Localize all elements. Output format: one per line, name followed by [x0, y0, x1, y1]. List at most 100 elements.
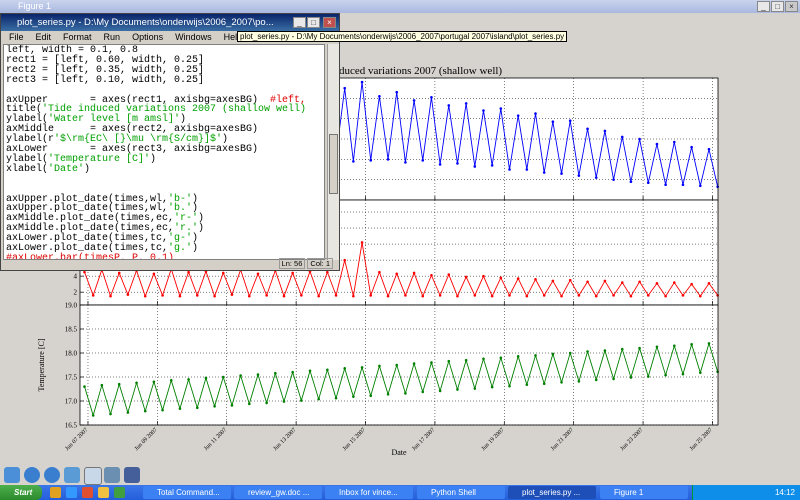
data-point: [629, 294, 633, 298]
data-point: [334, 294, 338, 297]
data-point: [221, 375, 225, 379]
data-point: [542, 171, 546, 174]
data-point: [464, 102, 468, 105]
taskbar-button[interactable]: review_gw.doc ...: [234, 486, 322, 499]
start-button[interactable]: Start: [0, 485, 42, 500]
menu-item[interactable]: Help: [223, 32, 243, 42]
data-point: [447, 359, 451, 363]
code-token: ): [222, 134, 229, 146]
data-point: [430, 361, 433, 364]
close-button[interactable]: ×: [785, 1, 798, 12]
save-button[interactable]: [124, 467, 140, 483]
code-token: 'b-': [168, 193, 193, 205]
quick-launch-icon[interactable]: [114, 487, 125, 498]
maximize-button[interactable]: □: [771, 1, 784, 12]
menu-item[interactable]: Options: [132, 32, 164, 42]
code-line: axUpper.plot_date(times,wl,'b.'): [6, 204, 324, 214]
close-button[interactable]: ×: [323, 17, 336, 28]
back-button[interactable]: [24, 467, 40, 483]
minimize-button[interactable]: _: [757, 1, 770, 12]
data-point: [117, 271, 121, 275]
data-point: [577, 174, 581, 177]
scroll-thumb[interactable]: [329, 134, 338, 194]
data-point: [499, 107, 503, 110]
status-bar: Ln: 56 Col: 1: [278, 258, 333, 269]
taskbar-button[interactable]: Figure 1: [600, 486, 688, 499]
data-point: [360, 366, 364, 369]
code-token: 'r-': [174, 213, 199, 225]
taskbar-button[interactable]: Total Command...: [143, 486, 231, 499]
editor-title: plot_series.py - D:\My Documents\onderwi…: [17, 17, 274, 28]
code-token: ylabel(: [6, 153, 49, 165]
data-point: [265, 294, 268, 297]
menu-bar: File Edit Format Run Options Windows Help: [1, 31, 339, 43]
configure-button[interactable]: [104, 467, 120, 483]
forward-button[interactable]: [44, 467, 60, 483]
data-point: [612, 178, 615, 181]
menu-item[interactable]: Format: [63, 32, 92, 42]
data-point: [525, 383, 529, 386]
data-point: [490, 294, 494, 298]
data-point: [109, 412, 112, 416]
pan-button[interactable]: [64, 467, 80, 483]
code-token: ylabel(r: [6, 134, 55, 146]
data-point: [560, 380, 563, 384]
data-point: [143, 409, 147, 413]
data-point: [100, 383, 104, 387]
data-point: [386, 158, 390, 161]
menu-item[interactable]: Run: [103, 32, 121, 42]
data-point: [681, 183, 685, 187]
data-point: [672, 140, 676, 144]
maximize-button[interactable]: □: [307, 17, 320, 28]
data-point: [560, 294, 563, 298]
data-point: [274, 371, 277, 375]
data-point: [343, 367, 347, 370]
data-point: [508, 168, 511, 171]
data-point: [161, 294, 164, 297]
data-point: [664, 183, 667, 187]
taskbar-button[interactable]: Inbox for vince...: [325, 486, 413, 499]
quick-launch-icon[interactable]: [82, 487, 93, 498]
data-point: [178, 294, 182, 298]
data-point: [508, 384, 511, 388]
menu-item[interactable]: File: [9, 32, 24, 42]
quick-launch-icon[interactable]: [98, 487, 109, 498]
home-button[interactable]: [4, 467, 20, 483]
data-point: [594, 294, 598, 298]
menu-item[interactable]: Windows: [175, 32, 212, 42]
y-tick-label: 18.5: [65, 326, 78, 334]
code-token: ): [150, 153, 157, 165]
data-point: [161, 408, 164, 412]
data-point: [404, 392, 407, 395]
data-point: [360, 241, 364, 244]
code-token: 'g.': [168, 243, 193, 255]
data-point: [534, 354, 537, 357]
data-point: [681, 294, 685, 297]
data-point: [664, 373, 667, 377]
code-token: left, width = 0.1, 0.8: [6, 45, 139, 56]
data-point: [412, 362, 416, 365]
quick-launch-icon[interactable]: [66, 487, 77, 498]
zoom-button[interactable]: [84, 467, 102, 485]
code-line: axMiddle.plot_date(times,ec,'r-'): [6, 214, 324, 224]
taskbar-button[interactable]: plot_series.py ...: [508, 486, 596, 499]
taskbar-button[interactable]: Python Shell: [417, 486, 505, 499]
data-point: [83, 385, 86, 388]
data-point: [482, 274, 485, 278]
code-token: ylabel(: [6, 114, 49, 126]
minimize-button[interactable]: _: [293, 17, 306, 28]
scrollbar[interactable]: [327, 44, 339, 260]
code-area[interactable]: left, width = 0.1, 0.8 rect1 = [left, 0.6…: [3, 44, 325, 260]
code-token: 'Date': [48, 163, 85, 175]
code-token: axUpper.plot_date(times,wl,: [6, 203, 169, 215]
data-point: [187, 270, 190, 274]
figure-title-bar: Figure 1 _ □ ×: [0, 0, 800, 13]
code-line: rect2 = [left, 0.35, width, 0.25]: [6, 65, 324, 76]
data-point: [638, 137, 641, 141]
menu-item[interactable]: Edit: [35, 32, 52, 42]
data-point: [326, 270, 329, 274]
data-point: [542, 294, 546, 297]
quick-launch-icon[interactable]: [50, 487, 61, 498]
data-point: [620, 281, 624, 284]
